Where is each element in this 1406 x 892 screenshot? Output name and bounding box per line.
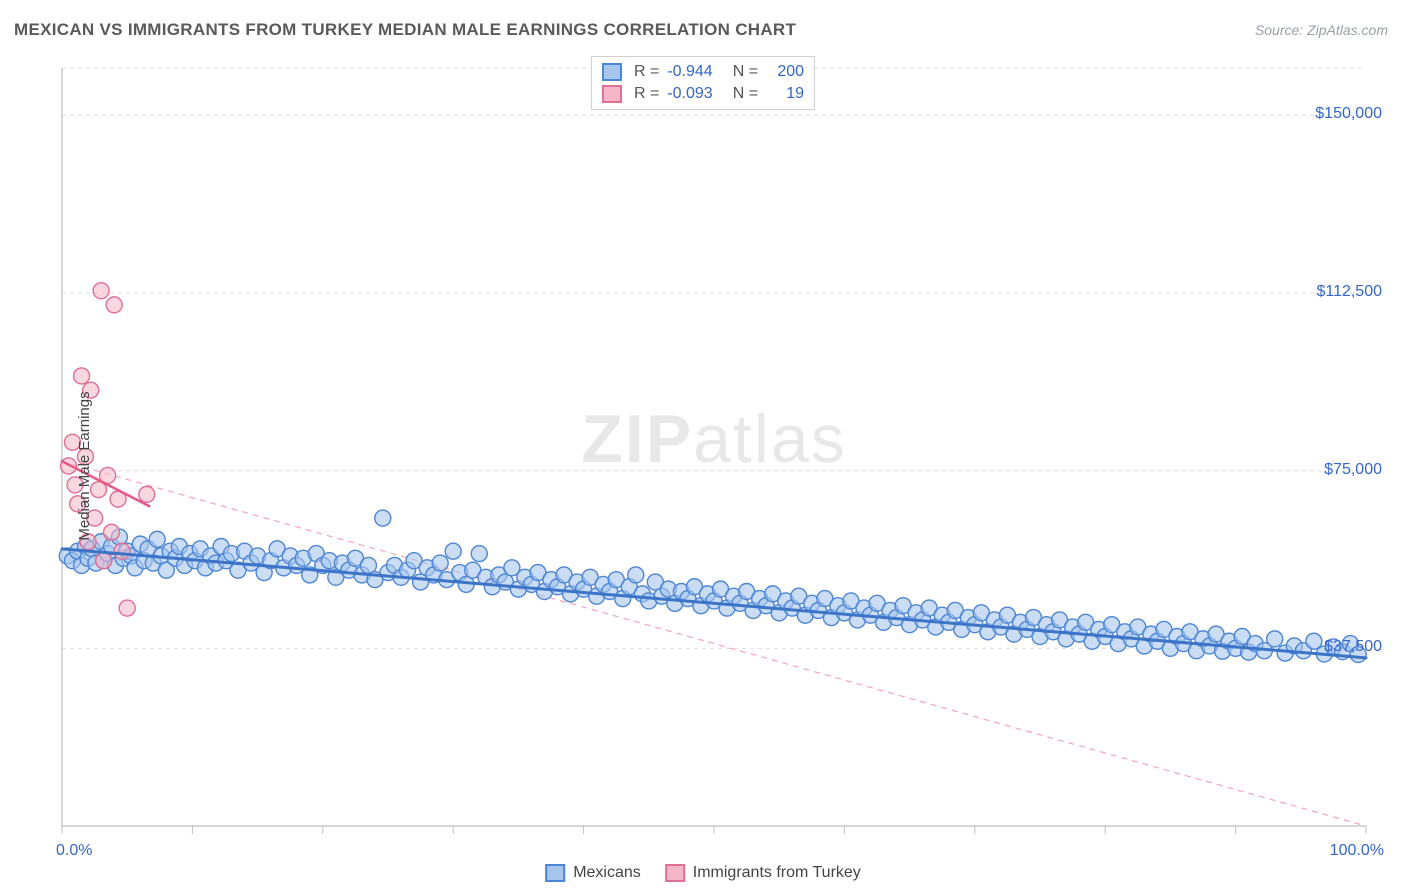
x-tick-max: 100.0% bbox=[1330, 842, 1384, 860]
r-value: -0.093 bbox=[667, 83, 712, 105]
swatch-icon bbox=[665, 864, 685, 882]
n-label: N = bbox=[733, 83, 758, 105]
svg-text:ZIPatlas: ZIPatlas bbox=[581, 401, 846, 477]
r-label: R = bbox=[634, 83, 659, 105]
legend-label: Mexicans bbox=[573, 864, 641, 882]
corr-row-0: R = -0.944 N = 200 bbox=[602, 61, 804, 83]
r-label: R = bbox=[634, 61, 659, 83]
legend-label: Immigrants from Turkey bbox=[693, 864, 861, 882]
legend-item-turkey: Immigrants from Turkey bbox=[665, 864, 861, 882]
swatch-icon bbox=[602, 63, 622, 81]
swatch-icon bbox=[545, 864, 565, 882]
y-tick-0: $37,500 bbox=[1324, 638, 1382, 656]
scatter-chart: ZIPatlas bbox=[14, 50, 1392, 882]
y-axis-label: Median Male Earnings bbox=[76, 391, 93, 540]
y-tick-1: $75,000 bbox=[1324, 461, 1382, 479]
legend-item-mexicans: Mexicans bbox=[545, 864, 641, 882]
n-value: 19 bbox=[766, 83, 804, 105]
x-tick-min: 0.0% bbox=[56, 842, 92, 860]
corr-row-1: R = -0.093 N = 19 bbox=[602, 83, 804, 105]
y-tick-2: $112,500 bbox=[1316, 283, 1382, 301]
correlation-legend: R = -0.944 N = 200 R = -0.093 N = 19 bbox=[591, 56, 815, 110]
y-tick-3: $150,000 bbox=[1315, 105, 1382, 123]
source-attribution: Source: ZipAtlas.com bbox=[1255, 22, 1388, 38]
n-value: 200 bbox=[766, 61, 804, 83]
swatch-icon bbox=[602, 85, 622, 103]
r-value: -0.944 bbox=[667, 61, 712, 83]
n-label: N = bbox=[733, 61, 758, 83]
chart-container: Median Male Earnings ZIPatlas 0.0% 100.0… bbox=[14, 50, 1392, 882]
chart-title: MEXICAN VS IMMIGRANTS FROM TURKEY MEDIAN… bbox=[14, 20, 796, 40]
series-legend: Mexicans Immigrants from Turkey bbox=[545, 864, 861, 882]
